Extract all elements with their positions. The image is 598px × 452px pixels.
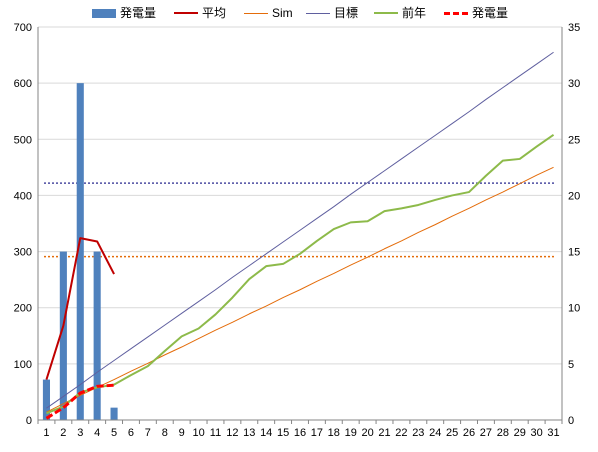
y-right-tick-label: 0 [568, 415, 574, 427]
bar [59, 251, 67, 420]
legend-swatch-cumulative [444, 11, 468, 15]
bar-series [42, 83, 118, 421]
y-left-tick-label: 0 [26, 415, 32, 427]
x-tick-label: 26 [463, 427, 475, 439]
bar [76, 83, 84, 421]
x-tick-label: 27 [480, 427, 492, 439]
x-tick-label: 11 [210, 427, 221, 439]
x-tick-label: 14 [260, 427, 272, 439]
legend-swatch-prev-year [374, 12, 398, 14]
legend-label: Sim [272, 6, 293, 20]
y-right-tick-label: 25 [568, 134, 580, 146]
x-tick-label: 30 [531, 427, 543, 439]
y-right-tick-label: 30 [568, 78, 580, 90]
legend-item-cumulative: 発電量 [444, 4, 508, 22]
legend-swatch-target [306, 12, 330, 14]
x-tick-label: 17 [311, 427, 323, 439]
y-left-tick-label: 100 [14, 359, 32, 371]
y-left-tick-label: 500 [14, 134, 32, 146]
x-tick-label: 9 [179, 427, 185, 439]
series-line [45, 237, 115, 380]
x-tick-label: 19 [345, 427, 357, 439]
legend-label: 目標 [334, 6, 359, 20]
bar [110, 407, 118, 420]
bar [93, 251, 101, 420]
y-left-tick-label: 300 [14, 247, 32, 259]
x-tick-label: 4 [94, 427, 100, 439]
series-line [46, 166, 554, 413]
x-tick-label: 1 [43, 427, 49, 439]
x-tick-label: 13 [243, 427, 255, 439]
x-tick-label: 15 [277, 427, 289, 439]
x-tick-label: 5 [111, 427, 117, 439]
x-tick-label: 23 [412, 427, 424, 439]
y-right-tick-label: 5 [568, 359, 574, 371]
y-right-tick-label: 10 [568, 303, 580, 315]
y-left-tick-label: 400 [14, 190, 32, 202]
x-tick-label: 10 [192, 427, 204, 439]
legend-item-average: 平均 [174, 4, 226, 22]
legend-swatch-sim [244, 12, 268, 14]
legend-swatch-bar [92, 8, 116, 18]
y-left-tick-label: 200 [14, 303, 32, 315]
y-right-tick-label: 20 [568, 190, 580, 202]
x-tick-label: 22 [395, 427, 407, 439]
x-tick-label: 7 [145, 427, 151, 439]
reference-lines [44, 182, 556, 258]
series-line [46, 133, 555, 415]
legend-label: 平均 [202, 6, 227, 20]
x-tick-label: 2 [60, 427, 66, 439]
x-tick-label: 25 [446, 427, 458, 439]
y-left-tick-label: 700 [14, 22, 32, 34]
x-tick-label: 18 [328, 427, 340, 439]
x-tick-label: 31 [547, 427, 559, 439]
axes [37, 27, 563, 424]
x-tick-label: 21 [378, 427, 390, 439]
y-right-tick-label: 35 [568, 22, 580, 34]
line-series [45, 51, 555, 420]
x-tick-label: 16 [294, 427, 306, 439]
legend-swatch-average [174, 12, 198, 14]
legend-label: 前年 [402, 6, 427, 20]
x-tick-label: 8 [162, 427, 168, 439]
bar [42, 379, 51, 420]
x-tick-label: 12 [226, 427, 238, 439]
gridlines [38, 26, 562, 421]
x-tick-label: 20 [361, 427, 373, 439]
legend-item-bar: 発電量 [92, 4, 156, 22]
y-left-tick-label: 600 [14, 78, 32, 90]
x-tick-label: 28 [497, 427, 509, 439]
x-tick-label: 24 [429, 427, 441, 439]
legend: 発電量 平均 Sim 目標 前年 発電量 [0, 4, 598, 22]
legend-item-sim: Sim [244, 4, 293, 22]
x-tick-label: 6 [128, 427, 134, 439]
x-tick-label: 3 [77, 427, 83, 439]
legend-label: 発電量 [120, 6, 157, 20]
series-line [46, 51, 554, 409]
legend-item-target: 目標 [306, 4, 358, 22]
y-right-tick-label: 15 [568, 247, 580, 259]
legend-item-prev-year: 前年 [374, 4, 426, 22]
series-line [45, 383, 115, 420]
legend-label: 発電量 [472, 6, 509, 20]
x-tick-label: 29 [514, 427, 526, 439]
